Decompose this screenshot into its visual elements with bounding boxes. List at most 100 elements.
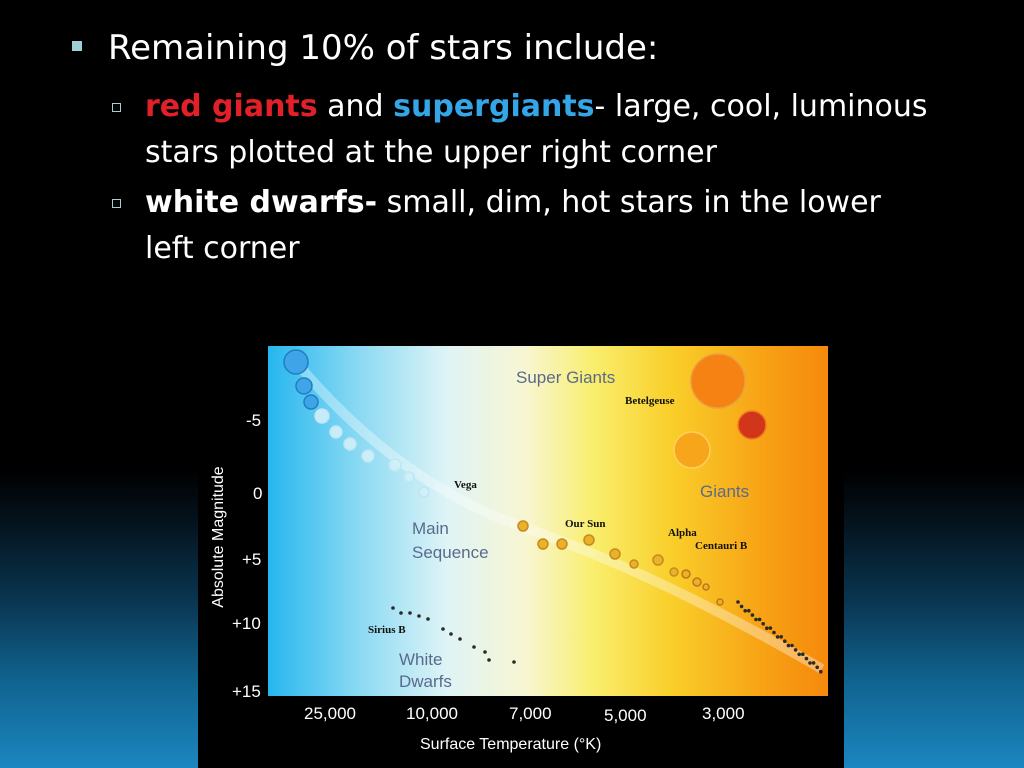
star-point [786,643,791,648]
star-point [418,486,430,498]
star-point [750,613,755,617]
star-point [743,609,747,613]
star-point [736,600,740,604]
super-giants-label: Super Giants [516,368,616,387]
star-point [295,377,313,395]
star-point [765,626,769,630]
star-point [583,534,595,546]
star-point [692,577,702,587]
y-tick-label: +5 [242,550,262,569]
star-point [487,658,491,662]
sub-bullet-dwarfs: white dwarfs- small, dim, hot stars in t… [112,180,932,272]
star-point [804,656,809,661]
star-point [512,660,516,664]
star-point [783,639,787,643]
alpha-centauri-label-line1: Alpha [668,527,697,539]
white-dwarfs-label-line2: Dwarfs [399,672,452,691]
hr-diagram: -5 0 +5 +10 +15 Absolute Magnitude 25,00… [198,334,844,768]
dwarfs-description: small, dim, hot stars in the lower left … [145,185,881,266]
star-point [669,567,679,577]
star-point [652,554,664,566]
square-bullet-icon [72,41,82,51]
star-point [426,617,430,621]
y-tick-label: +10 [232,614,261,633]
star-point [768,626,773,630]
star-point [779,635,783,639]
star-point [399,611,403,615]
star-point [388,458,402,472]
y-tick-label: +15 [232,682,261,701]
star-point [716,598,724,606]
star-point [819,669,823,674]
sub-bullet-giants: red giants and supergiants- large, cool,… [112,84,932,176]
our-sun-label: Our Sun [565,518,606,530]
star-point [458,637,462,641]
x-tick-label: 7,000 [509,704,552,723]
star-point [761,622,765,626]
star-point [737,410,767,440]
star-point [754,617,758,622]
x-tick-label: 10,000 [406,704,458,723]
main-sequence-label-line1: Main [412,519,449,538]
plot-area [268,346,828,696]
star-point [673,431,711,469]
giants-description: - large, cool, luminous stars plotted at… [145,89,928,170]
white-dwarfs-label-line1: White [399,650,443,669]
star-point [775,635,780,639]
star-point [790,643,794,648]
star-point [391,606,395,610]
white-dwarfs-term: white dwarfs- [145,185,378,220]
star-point [303,394,319,410]
main-sequence-label-line2: Sequence [412,543,489,562]
star-point [757,617,762,622]
red-giants-term: red giants [145,89,318,124]
star-point [797,652,801,657]
vega-label: Vega [454,479,477,491]
hollow-square-bullet-icon [112,103,121,112]
sirius-b-label: Sirius B [368,624,406,636]
star-point [314,408,330,424]
star-point [772,630,776,635]
star-point [441,627,445,631]
star-point [808,661,812,665]
star-point [343,437,357,451]
x-tick-label: 25,000 [304,704,356,723]
x-axis-title: Surface Temperature (°K) [420,736,602,753]
main-bullet-text: Remaining 10% of stars include: [108,28,659,68]
betelgeuse-label: Betelgeuse [625,395,675,407]
star-marks [283,349,825,674]
x-tick-label: 5,000 [604,706,647,725]
sub-bullet-dwarfs-text: white dwarfs- small, dim, hot stars in t… [112,180,932,272]
star-point [329,425,343,439]
star-point [739,604,744,609]
star-point [283,349,309,375]
star-point [483,650,487,654]
star-point [629,559,639,569]
star-point [811,661,816,665]
star-point [472,645,476,649]
and-text: and [317,89,394,124]
star-point [815,665,819,670]
star-point [801,652,805,656]
star-point [517,520,529,532]
star-point [361,449,375,463]
x-tick-label: 3,000 [702,704,745,723]
alpha-centauri-label-line2: Centauri B [695,540,748,552]
star-point [609,548,621,560]
betelgeuse-star [690,353,746,409]
star-point [449,632,453,636]
main-sequence-band [292,358,825,674]
star-point [403,471,415,483]
sub-bullet-giants-text: red giants and supergiants- large, cool,… [112,84,932,176]
y-tick-label: -5 [246,411,262,430]
supergiants-term: supergiants [393,89,595,124]
star-point [417,614,421,618]
star-point [408,611,412,615]
y-tick-label: 0 [253,484,263,503]
star-point [681,569,691,579]
hollow-square-bullet-icon [112,199,121,208]
star-point [793,648,798,652]
y-axis-title: Absolute Magnitude [210,466,227,608]
star-point [747,608,751,613]
star-point [702,583,710,591]
